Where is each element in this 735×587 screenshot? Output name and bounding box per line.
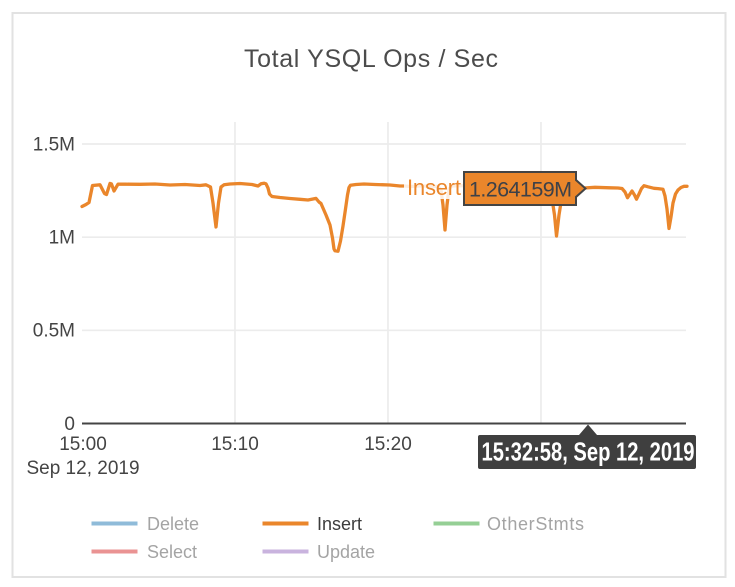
svg-text:Insert: Insert [407, 175, 461, 200]
svg-text:15:32:58, Sep 12, 2019: 15:32:58, Sep 12, 2019 [482, 437, 695, 467]
svg-text:Update: Update [317, 542, 375, 562]
svg-text:Select: Select [147, 542, 197, 562]
svg-text:0: 0 [64, 414, 75, 435]
svg-text:15:20: 15:20 [364, 434, 412, 455]
svg-text:OtherStmts: OtherStmts [487, 514, 584, 534]
svg-text:1M: 1M [49, 228, 75, 249]
svg-text:Sep 12, 2019: Sep 12, 2019 [26, 458, 139, 479]
svg-text:0.5M: 0.5M [33, 321, 75, 342]
svg-text:Delete: Delete [147, 514, 199, 534]
svg-text:15:00: 15:00 [59, 434, 107, 455]
svg-text:1.5M: 1.5M [33, 135, 75, 156]
svg-text:Total YSQL Ops / Sec: Total YSQL Ops / Sec [244, 45, 498, 73]
svg-text:Insert: Insert [317, 514, 362, 534]
svg-text:15:10: 15:10 [211, 434, 259, 455]
svg-text:1.264159M: 1.264159M [469, 178, 572, 202]
